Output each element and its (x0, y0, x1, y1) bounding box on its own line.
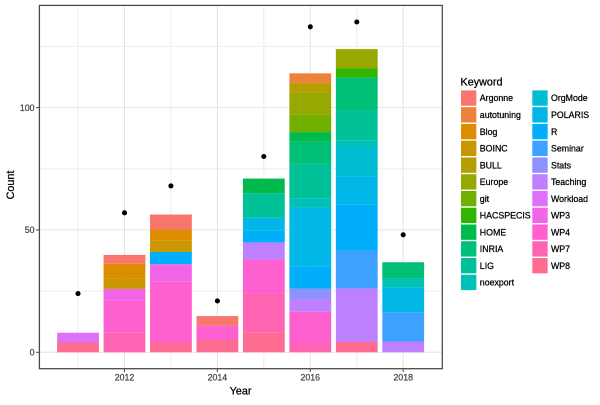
svg-text:INRIA: INRIA (480, 244, 504, 254)
svg-text:Blog: Blog (480, 127, 498, 137)
svg-text:OrgMode: OrgMode (551, 93, 588, 103)
svg-text:POLARIS: POLARIS (551, 110, 589, 120)
svg-text:Europe: Europe (480, 177, 508, 187)
svg-text:2014: 2014 (208, 373, 228, 383)
svg-text:Seminar: Seminar (551, 144, 584, 154)
svg-text:HOME: HOME (480, 227, 507, 237)
svg-text:WP3: WP3 (551, 211, 570, 221)
svg-text:Teaching: Teaching (551, 177, 586, 187)
svg-text:Stats: Stats (551, 160, 572, 170)
svg-text:2016: 2016 (301, 373, 321, 383)
svg-text:R: R (551, 127, 557, 137)
svg-text:50: 50 (25, 225, 35, 235)
svg-text:Keyword: Keyword (461, 76, 503, 88)
svg-text:noexport: noexport (480, 278, 515, 288)
svg-text:autotuning: autotuning (480, 110, 521, 120)
svg-text:HACSPECIS: HACSPECIS (480, 211, 531, 221)
svg-text:LIG: LIG (480, 261, 494, 271)
svg-text:BULL: BULL (480, 160, 502, 170)
svg-text:0: 0 (30, 348, 35, 358)
svg-text:2018: 2018 (393, 373, 413, 383)
svg-text:2012: 2012 (115, 373, 135, 383)
svg-text:Year: Year (230, 385, 252, 397)
svg-text:git: git (480, 194, 490, 204)
svg-text:WP4: WP4 (551, 227, 570, 237)
svg-text:WP7: WP7 (551, 244, 570, 254)
svg-text:BOINC: BOINC (480, 144, 509, 154)
svg-text:Workload: Workload (551, 194, 588, 204)
svg-text:100: 100 (20, 103, 35, 113)
svg-text:WP8: WP8 (551, 261, 570, 271)
svg-text:Count: Count (5, 171, 17, 200)
svg-text:Argonne: Argonne (480, 93, 513, 103)
